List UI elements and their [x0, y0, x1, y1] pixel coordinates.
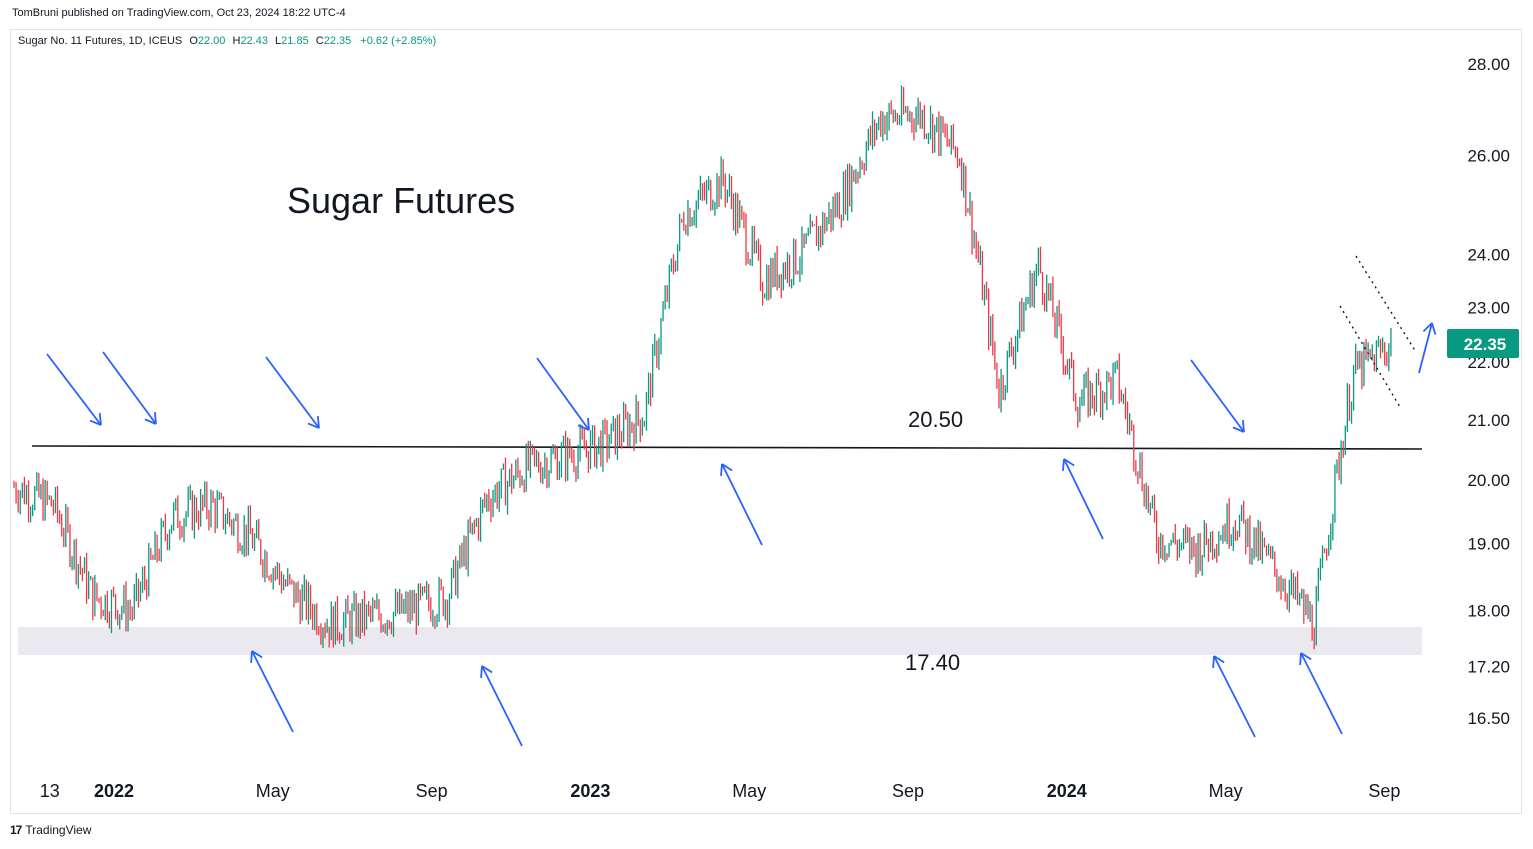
close-label: C: [315, 35, 324, 47]
x-tick-label: 2024: [1047, 781, 1087, 801]
x-tick-label: May: [256, 781, 290, 801]
annotation-arrow-head: [481, 665, 493, 674]
annotation-arrow: [1213, 655, 1256, 738]
annotation-arrow-head: [153, 411, 157, 425]
arrows-group: [46, 322, 1437, 747]
x-tick-label: 2023: [570, 781, 610, 801]
resistance-label: 20.50: [908, 407, 963, 432]
x-tick-label: Sep: [1368, 781, 1400, 801]
annotation-arrow-head: [1300, 652, 1312, 661]
tradingview-logo-icon: 17: [10, 823, 22, 837]
y-tick-label: 26.00: [1467, 147, 1510, 166]
annotation-arrow: [102, 351, 157, 425]
low-value: 21.85: [281, 35, 309, 47]
y-tick-label: 19.00: [1467, 535, 1510, 554]
annotation-arrow: [1190, 359, 1245, 433]
annotation-arrow-head: [144, 418, 157, 425]
annotation-arrow-head: [1422, 322, 1433, 333]
support-zone: [18, 627, 1422, 655]
x-tick-label: May: [1209, 781, 1243, 801]
change-value: +0.62 (+2.85%): [360, 35, 437, 47]
annotation-arrow: [1418, 322, 1433, 374]
annotation-arrow-head: [316, 415, 320, 429]
annotation-arrow-head: [98, 412, 102, 426]
annotation-arrow-head: [480, 665, 483, 679]
annotation-arrow: [721, 463, 763, 546]
y-tick-label: 23.00: [1467, 298, 1510, 317]
resistance-line: [31, 445, 1423, 450]
channel-upper-line: [1355, 255, 1417, 353]
support-label: 17.40: [905, 650, 960, 675]
high-value: 22.43: [240, 35, 268, 47]
annotation-arrow-head: [89, 419, 102, 426]
x-tick-label: 13: [40, 781, 60, 801]
chart-frame: [10, 29, 1522, 814]
x-axis[interactable]: 13 2022 May Sep 2023 May Sep 2024 May Sep: [40, 781, 1401, 801]
annotation-arrow-head: [720, 463, 723, 477]
publisher-line: TomBruni published on TradingView.com, O…: [12, 7, 346, 19]
annotation-arrow: [536, 357, 590, 431]
annotation-arrow-head: [1212, 655, 1215, 669]
annotation-arrow-head: [1241, 419, 1245, 433]
high-label: H: [232, 35, 241, 47]
chart-title: Sugar Futures: [287, 180, 515, 221]
annotation-arrow: [251, 650, 294, 733]
last-price-text: 22.35: [1464, 335, 1507, 354]
channel-lower-line: [1339, 305, 1401, 408]
annotation-arrow-head: [1063, 458, 1075, 467]
y-tick-label: 28.00: [1467, 55, 1510, 74]
annotation-arrow-head: [1299, 652, 1302, 666]
y-tick-label: 17.20: [1467, 658, 1510, 677]
y-tick-label: 20.00: [1467, 471, 1510, 490]
annotation-arrow-head: [721, 463, 733, 472]
y-tick-label: 16.50: [1467, 709, 1510, 728]
annotation-arrow-head: [577, 424, 590, 431]
annotation-arrow-head: [1232, 426, 1245, 433]
annotation-arrow: [1063, 458, 1104, 540]
annotation-arrow: [1300, 652, 1343, 735]
y-tick-label: 24.00: [1467, 246, 1510, 265]
annotation-arrow-head: [250, 650, 253, 664]
y-axis[interactable]: 28.0026.0024.0023.0022.0021.0020.0019.00…: [1467, 55, 1510, 728]
flag-channel: [1339, 255, 1417, 408]
close-value: 22.35: [323, 35, 352, 47]
y-tick-label: 18.00: [1467, 601, 1510, 620]
annotation-arrow-head: [307, 422, 320, 429]
annotation-arrow-head: [1213, 655, 1225, 664]
x-tick-label: 2022: [94, 781, 134, 801]
open-label: O: [189, 35, 198, 47]
symbol-legend[interactable]: Sugar No. 11 Futures, 1D, ICEUS O22.00 H…: [18, 35, 436, 47]
footer-brand[interactable]: TradingView: [25, 823, 92, 837]
x-tick-label: Sep: [892, 781, 924, 801]
annotation-arrow: [481, 665, 523, 747]
x-tick-label: Sep: [416, 781, 448, 801]
candles-group: [13, 85, 1392, 650]
y-tick-label: 21.00: [1467, 411, 1510, 430]
annotation-arrow-head: [1062, 458, 1065, 472]
open-value: 22.00: [197, 35, 226, 47]
x-tick-label: May: [732, 781, 766, 801]
annotation-arrow-head: [587, 417, 590, 431]
annotation-arrow-head: [1431, 322, 1437, 335]
low-label: L: [275, 35, 282, 47]
symbol-name[interactable]: Sugar No. 11 Futures, 1D, ICEUS: [18, 35, 183, 47]
footer[interactable]: 17 TradingView: [10, 823, 91, 837]
last-price-badge: [1447, 329, 1519, 358]
annotation-arrow: [265, 356, 320, 429]
annotation-arrow: [46, 353, 102, 426]
annotation-arrow-head: [251, 650, 263, 659]
